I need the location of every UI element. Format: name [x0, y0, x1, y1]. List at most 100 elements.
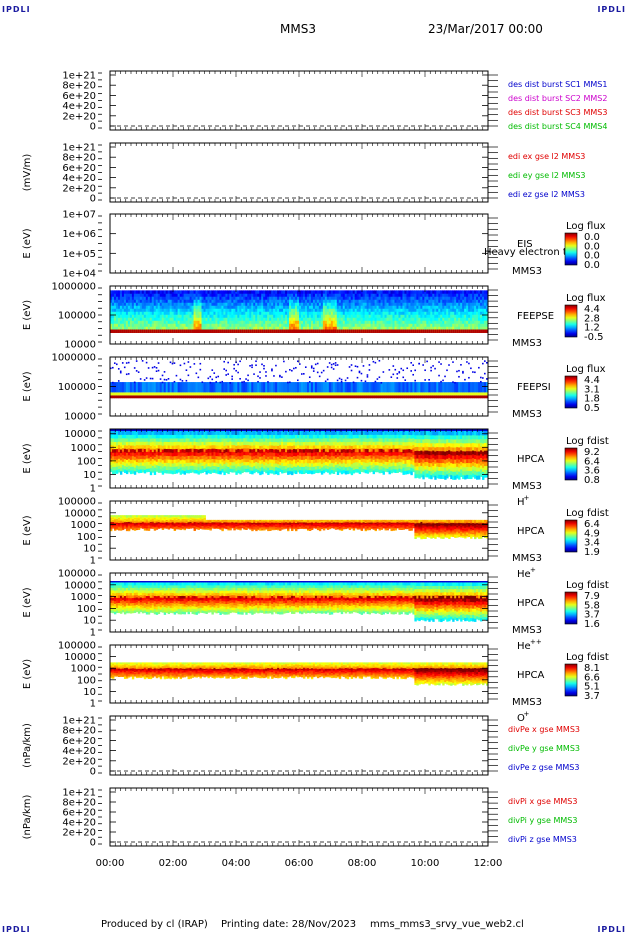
legend-entry: des dist burst SC2 MMS2	[508, 94, 607, 103]
spectrogram-cell	[414, 329, 417, 333]
y-axis-label: E (eV)	[22, 300, 33, 330]
spectrogram-cell	[354, 382, 358, 393]
spectrogram-cell	[390, 329, 393, 333]
spectrogram-cell	[336, 314, 340, 318]
spectrogram-cell	[360, 308, 364, 312]
spectrogram-cell	[269, 317, 272, 321]
spectrogram-cell	[163, 451, 167, 456]
spectrogram-cell	[299, 299, 302, 303]
spectrogram-cell	[155, 305, 159, 309]
spectrogram-cell	[289, 382, 292, 393]
spectrogram-cell	[352, 382, 356, 393]
spectrogram-cell	[227, 373, 229, 375]
spectrogram-cell	[173, 311, 177, 315]
spectrogram-cell	[466, 305, 469, 309]
spectrogram-cell	[466, 302, 469, 306]
spectrogram-cell	[287, 395, 290, 399]
spectrogram-cell	[185, 323, 188, 327]
spectrogram-cell	[221, 314, 224, 318]
spectrogram-cell	[217, 296, 220, 300]
spectrogram-cell	[263, 290, 266, 294]
spectrogram-cell	[350, 369, 353, 372]
spectrogram-cell	[360, 317, 364, 321]
y-tick-label: 1e+06	[62, 229, 96, 240]
spectrogram-cell	[370, 311, 374, 315]
spectrogram-cell	[310, 299, 314, 303]
spectrogram-cell	[185, 392, 188, 396]
spectrogram-cell	[446, 296, 449, 300]
spectrogram-cell	[255, 326, 258, 330]
spectrogram-cell	[332, 392, 336, 396]
spectrogram-cell	[404, 308, 407, 312]
spectrogram-cell	[432, 311, 435, 315]
spectrogram-cell	[171, 314, 175, 318]
spectrogram-cell	[123, 382, 127, 393]
spectrogram-cell	[404, 382, 407, 393]
spectrogram-cell	[434, 317, 437, 321]
spectrogram-cell	[193, 323, 196, 327]
spectrogram-cell	[366, 323, 370, 327]
spectrogram-cell	[133, 305, 137, 309]
spectrogram-cell	[219, 305, 222, 309]
spectrogram-cell	[360, 302, 364, 306]
spectrogram-cell	[466, 296, 469, 300]
spectrogram-cell	[472, 317, 475, 321]
spectrogram-cell	[400, 367, 403, 370]
spectrogram-cell	[121, 429, 125, 432]
spectrogram-cell	[390, 311, 393, 315]
spectrogram-cell	[251, 305, 254, 309]
spectrogram-cell	[127, 320, 131, 324]
spectrogram-cell	[273, 302, 276, 306]
spectrogram-cell	[185, 302, 188, 306]
spectrogram-cell	[310, 365, 313, 367]
spectrogram-cell	[316, 314, 320, 318]
spectrogram-cell	[297, 308, 300, 312]
spectrogram-cell	[237, 308, 240, 312]
spectrogram-cell	[233, 293, 236, 297]
spectrogram-cell	[237, 305, 240, 309]
spectrogram-cell	[314, 302, 318, 306]
spectrogram-cell	[442, 308, 445, 312]
spectrogram-cell	[358, 305, 362, 309]
spectrogram-cell	[209, 329, 212, 333]
spectrogram-cell	[113, 392, 117, 396]
spectrogram-cell	[277, 308, 280, 312]
spectrogram-cell	[207, 314, 210, 318]
spectrogram-cell	[129, 470, 133, 475]
spectrogram-cell	[235, 293, 238, 297]
spectrogram-cell	[115, 302, 119, 306]
colorbar-value: 4.4	[584, 375, 600, 386]
spectrogram-cell	[460, 395, 463, 399]
spectrogram-cell	[456, 395, 459, 399]
spectrogram-cell	[376, 299, 379, 303]
spectrogram-cell	[185, 314, 188, 318]
spectrogram-cell	[442, 314, 445, 318]
spectrogram-cell	[432, 317, 435, 321]
spectrogram-cell	[297, 360, 299, 363]
spectrogram-cell	[300, 290, 304, 294]
spectrogram-cell	[348, 293, 352, 297]
spectrogram-cell	[460, 299, 463, 303]
spectrogram-cell	[169, 320, 173, 324]
spectrogram-cell	[300, 293, 304, 297]
spectrogram-cell	[360, 299, 364, 303]
spectrogram-cell	[155, 431, 159, 435]
spectrogram-cell	[392, 317, 395, 321]
spectrogram-cell	[304, 317, 308, 321]
spectrogram-cell	[450, 299, 453, 303]
spectrogram-cell	[326, 296, 330, 300]
spectrogram-cell	[390, 296, 393, 300]
spectrogram-cell	[155, 392, 159, 396]
spectrogram-cell	[185, 379, 188, 382]
spectrogram-cell	[306, 323, 310, 327]
spectrogram-cell	[207, 302, 210, 306]
spectrogram-cell	[436, 299, 439, 303]
spectrogram-cell	[151, 431, 155, 435]
spectrogram-cell	[149, 308, 153, 312]
spectrogram-cell	[139, 451, 143, 456]
spectrogram-cell	[275, 299, 278, 303]
spectrogram-cell	[380, 299, 383, 303]
spectrogram-cell	[199, 293, 202, 297]
spectrogram-cell	[432, 293, 435, 297]
spectrogram-cell	[110, 320, 113, 324]
